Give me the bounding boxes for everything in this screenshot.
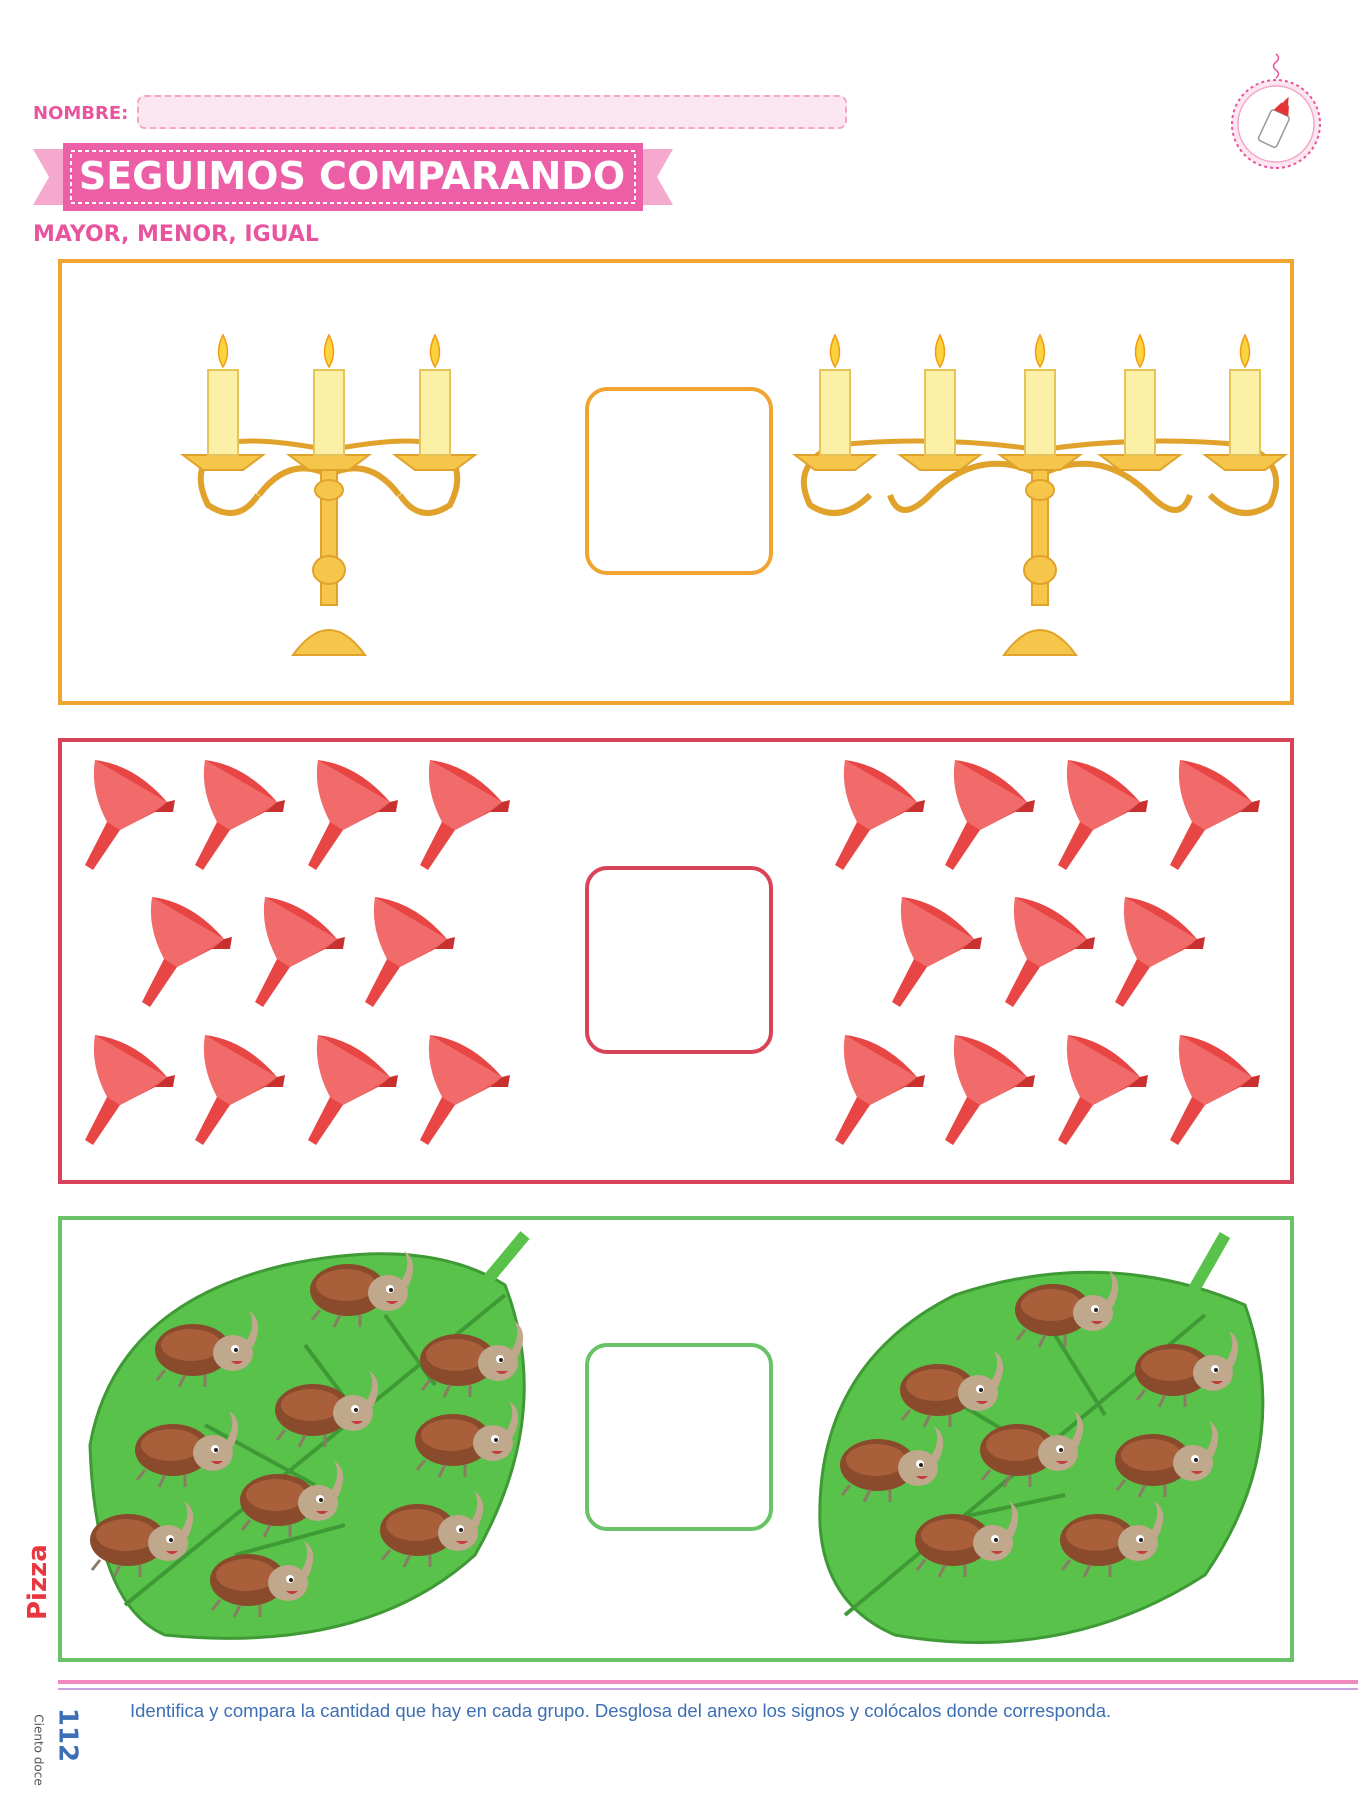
footer-divider <box>58 1680 1358 1684</box>
name-label: NOMBRE: <box>33 103 129 124</box>
glue-bottle-icon <box>1231 53 1321 169</box>
page-subtitle: MAYOR, MENOR, IGUAL <box>33 222 319 247</box>
candelabra-icon <box>792 333 1288 656</box>
page-number-text: 112 <box>53 1708 83 1762</box>
page-words-text: Ciento doce <box>32 1714 46 1786</box>
instruction-text: Identifica y compara la cantidad que hay… <box>130 1700 1112 1721</box>
title-banner <box>33 143 673 211</box>
funnel-group-right <box>835 760 1260 1145</box>
footer-divider-secondary <box>58 1688 1358 1690</box>
page-title: SEGUIMOS COMPARANDO <box>78 154 626 198</box>
exercise-panel-candles <box>58 259 1294 705</box>
candelabra-icon <box>180 333 478 656</box>
beetle-group-right <box>818 1232 1265 1644</box>
page-words: Ciento doce <box>32 1714 46 1786</box>
beetle-group-left <box>88 1231 530 1640</box>
answer-box-beetles[interactable] <box>585 1343 773 1531</box>
answer-box-candles[interactable] <box>585 387 773 575</box>
brand-logo: Pizza <box>26 1544 53 1620</box>
funnel-group-left <box>85 760 510 1145</box>
name-input[interactable] <box>137 95 847 129</box>
brand-text: Pizza <box>26 1544 53 1620</box>
answer-box-funnels[interactable] <box>585 866 773 1054</box>
page-number: 112 <box>53 1708 83 1762</box>
